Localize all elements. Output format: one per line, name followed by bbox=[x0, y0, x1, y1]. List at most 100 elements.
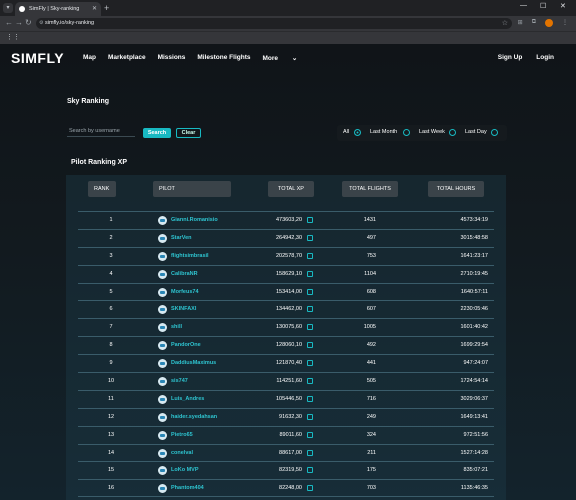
nav-missions[interactable]: Missions bbox=[157, 54, 186, 61]
external-link-icon[interactable] bbox=[307, 234, 313, 241]
rank-cell: 8 bbox=[109, 342, 113, 349]
search-button[interactable]: Search bbox=[143, 128, 171, 138]
forward-icon[interactable]: → bbox=[15, 18, 23, 27]
external-link-icon[interactable] bbox=[307, 360, 313, 367]
clear-button[interactable]: Clear bbox=[176, 128, 201, 138]
pilot-name-link[interactable]: Luis_Andres bbox=[171, 395, 205, 402]
external-link-icon[interactable] bbox=[307, 270, 313, 277]
pilot-name-link[interactable]: Pietro65 bbox=[171, 431, 193, 438]
pilot-name-link[interactable]: sis747 bbox=[171, 378, 188, 385]
new-tab-icon[interactable]: + bbox=[104, 3, 110, 13]
pilot-name-link[interactable]: conelval bbox=[171, 449, 194, 456]
nav-marketplace[interactable]: Marketplace bbox=[108, 54, 146, 61]
filter-last-week-label[interactable]: Last Week bbox=[419, 129, 445, 135]
close-tab-icon[interactable]: ✕ bbox=[91, 6, 97, 12]
pilot-name-link[interactable]: Gianni.Romanisio bbox=[171, 217, 218, 223]
external-link-icon[interactable] bbox=[307, 395, 313, 402]
pilot-avatar[interactable] bbox=[158, 484, 167, 494]
external-link-icon[interactable] bbox=[307, 342, 313, 349]
pilot-name-link[interactable]: CalibraNR bbox=[171, 270, 198, 277]
back-icon[interactable]: ← bbox=[5, 18, 13, 27]
filter-last-month-radio[interactable] bbox=[403, 129, 410, 136]
simfly-logo[interactable]: SIMFLY bbox=[11, 50, 65, 66]
pilot-avatar[interactable] bbox=[158, 269, 167, 279]
filter-last-month-label[interactable]: Last Month bbox=[370, 129, 398, 135]
filter-last-day-label[interactable]: Last Day bbox=[465, 129, 487, 135]
filter-all-label[interactable]: All bbox=[343, 129, 350, 135]
external-link-icon[interactable] bbox=[307, 485, 313, 492]
filter-all-radio[interactable] bbox=[354, 129, 361, 136]
total-xp-cell: 202578,70 bbox=[276, 252, 302, 259]
rank-cell: 14 bbox=[107, 449, 115, 456]
bookmark-star-icon[interactable]: ☆ bbox=[501, 20, 508, 27]
pilot-name-link[interactable]: shill bbox=[171, 324, 183, 331]
close-window-icon[interactable]: ✕ bbox=[560, 3, 566, 10]
tab-search-icon[interactable]: ▾ bbox=[3, 3, 13, 13]
puzzle-icon[interactable]: ⧉ bbox=[531, 19, 536, 25]
pilot-name-link[interactable]: haider.syedahsan bbox=[171, 413, 218, 420]
pilot-avatar[interactable] bbox=[158, 251, 167, 261]
browser-tab[interactable]: SimFly | Sky-ranking ✕ bbox=[15, 2, 101, 16]
pilot-name-link[interactable]: SKINFAXI bbox=[171, 306, 197, 313]
pilot-avatar[interactable] bbox=[158, 377, 167, 387]
menu-dots-icon[interactable]: ⋮ bbox=[562, 20, 568, 26]
pilot-name-link[interactable]: PandorOne bbox=[171, 342, 201, 349]
external-link-icon[interactable] bbox=[307, 217, 313, 223]
pilot-avatar[interactable] bbox=[158, 448, 167, 458]
minimize-icon[interactable]: — bbox=[520, 2, 527, 9]
external-link-icon[interactable] bbox=[307, 378, 313, 385]
external-link-icon[interactable] bbox=[307, 252, 313, 259]
nav-milestone-flights[interactable]: Milestone Flights bbox=[197, 54, 251, 61]
pilot-avatar[interactable] bbox=[158, 287, 167, 297]
time-filter-group: All Last Month Last Week Last Day bbox=[337, 125, 507, 141]
column-header-rank: RANK bbox=[88, 181, 116, 197]
pilot-avatar[interactable] bbox=[158, 359, 167, 369]
nav-more[interactable]: More ⌄ bbox=[262, 54, 309, 62]
total-xp-cell: 134462,00 bbox=[276, 306, 302, 313]
pilot-avatar[interactable] bbox=[158, 412, 167, 422]
pilot-name-link[interactable]: Morfeus74 bbox=[171, 288, 199, 295]
profile-avatar[interactable] bbox=[545, 19, 553, 27]
pilot-avatar[interactable] bbox=[158, 323, 167, 333]
sign-up-link[interactable]: Sign Up bbox=[497, 54, 523, 61]
pilot-name-link[interactable]: LoKo MVP bbox=[171, 467, 199, 474]
pilot-name-link[interactable]: StarVen bbox=[171, 234, 192, 241]
site-info-icon[interactable]: ⚙ bbox=[39, 20, 44, 26]
browser-toolbar: ← → ↻ ⚙ simfly.io/sky-ranking ☆ ⊞ ⧉ ⋮ bbox=[0, 16, 576, 31]
total-hours-cell: 2230:05:46 bbox=[460, 306, 488, 313]
login-link[interactable]: Login bbox=[536, 54, 554, 61]
pilot-name-link[interactable]: flightsimbrasil bbox=[171, 252, 209, 259]
total-hours-cell: 1527:14:28 bbox=[460, 449, 488, 456]
external-link-icon[interactable] bbox=[307, 449, 313, 456]
pilot-avatar[interactable] bbox=[158, 341, 167, 351]
external-link-icon[interactable] bbox=[307, 324, 313, 331]
pilot-avatar[interactable] bbox=[158, 233, 167, 243]
url-text: simfly.io/sky-ranking bbox=[45, 20, 95, 26]
pilot-avatar[interactable] bbox=[158, 430, 167, 440]
pilot-avatar[interactable] bbox=[158, 305, 167, 315]
external-link-icon[interactable] bbox=[307, 306, 313, 313]
pilot-name-link[interactable]: DaddiusMaximus bbox=[171, 360, 217, 367]
site-favicon-icon bbox=[19, 6, 25, 12]
pilot-avatar[interactable] bbox=[158, 466, 167, 476]
external-link-icon[interactable] bbox=[307, 467, 313, 474]
external-link-icon[interactable] bbox=[307, 288, 313, 295]
nav-map[interactable]: Map bbox=[83, 54, 96, 61]
rank-cell: 4 bbox=[109, 270, 113, 277]
table-row: 1 Gianni.Romanisio 473603,20 1431 4573:34:19 bbox=[78, 211, 494, 229]
address-bar[interactable]: ⚙ simfly.io/sky-ranking ☆ bbox=[36, 18, 512, 29]
filter-last-day-radio[interactable] bbox=[491, 129, 498, 136]
external-link-icon[interactable] bbox=[307, 431, 313, 438]
pilot-name-link[interactable]: Phantom404 bbox=[171, 485, 204, 492]
maximize-icon[interactable]: ☐ bbox=[540, 3, 547, 10]
apps-grid-icon[interactable]: ⋮⋮ bbox=[6, 34, 20, 41]
reload-icon[interactable]: ↻ bbox=[25, 18, 32, 27]
total-flights-cell: 249 bbox=[366, 413, 376, 420]
pilot-avatar[interactable] bbox=[158, 216, 167, 225]
table-row: 4 CalibraNR 158629,10 1104 2710:19:45 bbox=[78, 264, 494, 283]
pilot-avatar[interactable] bbox=[158, 394, 167, 404]
filter-last-week-radio[interactable] bbox=[449, 129, 456, 136]
extension-icon[interactable]: ⊞ bbox=[517, 20, 523, 26]
search-input[interactable]: Search by username bbox=[67, 127, 135, 137]
external-link-icon[interactable] bbox=[307, 413, 313, 420]
